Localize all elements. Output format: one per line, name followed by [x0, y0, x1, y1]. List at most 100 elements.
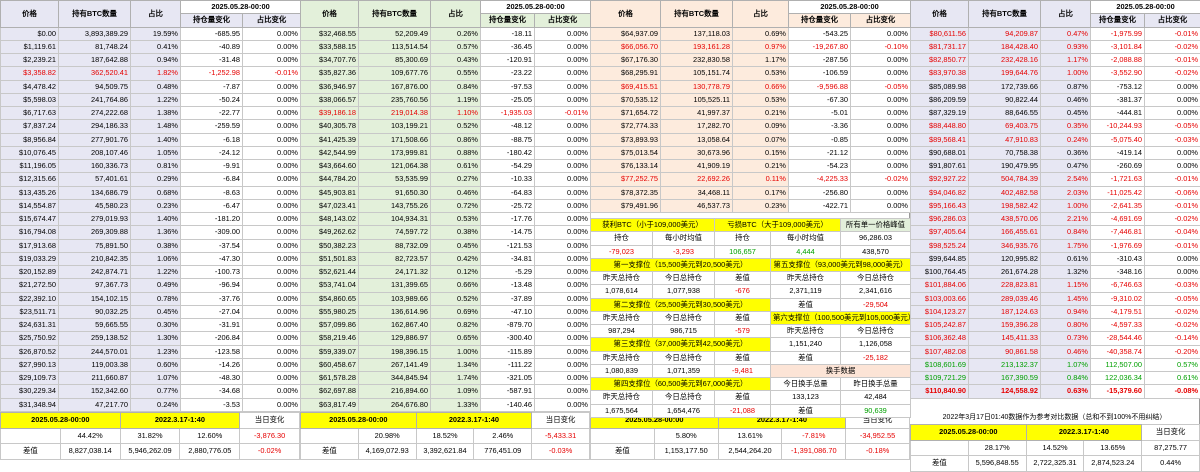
table-cell[interactable]: 53,535.99 — [359, 173, 431, 186]
panel-cell[interactable]: 438,570 — [841, 245, 911, 258]
header-ratio-change[interactable]: 占比变化 — [535, 14, 591, 27]
table-cell[interactable]: $67,176.30 — [591, 54, 661, 67]
table-cell[interactable]: 0.41% — [131, 40, 181, 53]
table-cell[interactable]: -381.37 — [1091, 93, 1145, 106]
summary-cell[interactable]: 776,451.09 — [474, 444, 532, 460]
panel-cell[interactable]: -29,504 — [841, 298, 911, 311]
table-cell[interactable]: 242,874.71 — [59, 266, 131, 279]
table-cell[interactable]: -9,596.88 — [789, 80, 851, 93]
table-cell[interactable]: -300.40 — [481, 332, 535, 345]
summary-cell[interactable]: 5.80% — [654, 428, 718, 444]
table-cell[interactable]: 167,390.59 — [969, 372, 1041, 385]
table-cell[interactable]: $60,458.67 — [301, 358, 359, 371]
table-cell[interactable]: 199,644.76 — [969, 67, 1041, 80]
table-cell[interactable]: -54.29 — [481, 160, 535, 173]
table-cell[interactable]: 235,760.56 — [359, 93, 431, 106]
table-cell[interactable]: $63,817.49 — [301, 398, 359, 411]
table-cell[interactable]: $77,252.75 — [591, 173, 661, 186]
table-cell[interactable]: 47,217.70 — [59, 398, 131, 411]
table-cell[interactable]: $64,937.09 — [591, 27, 661, 40]
panel-cell[interactable]: 今日总持仓 — [653, 311, 715, 324]
table-cell[interactable]: 90,822.44 — [969, 93, 1041, 106]
table-cell[interactable]: 1.09% — [431, 385, 481, 398]
panel-cell[interactable]: 差值 — [715, 351, 771, 364]
table-cell[interactable]: $73,893.93 — [591, 133, 661, 146]
header-ratio[interactable]: 占比 — [431, 1, 481, 28]
table-cell[interactable]: $106,362.48 — [911, 332, 969, 345]
panel-cell[interactable]: 今日总持仓 — [841, 325, 911, 338]
table-cell[interactable]: 0.00% — [851, 107, 911, 120]
table-cell[interactable]: $71,654.72 — [591, 107, 661, 120]
header-price[interactable]: 价格 — [591, 1, 661, 28]
table-cell[interactable]: $104,123.27 — [911, 305, 969, 318]
summary-blank[interactable] — [301, 428, 359, 444]
table-cell[interactable]: 190,479.95 — [969, 160, 1041, 173]
table-cell[interactable]: 0.00% — [243, 133, 301, 146]
table-cell[interactable]: -259.59 — [181, 120, 243, 133]
table-cell[interactable]: 0.94% — [1041, 305, 1091, 318]
table-cell[interactable]: 0.00% — [535, 226, 591, 239]
table-cell[interactable]: 1.74% — [431, 372, 481, 385]
table-cell[interactable]: -321.05 — [481, 372, 535, 385]
table-cell[interactable]: 90,861.58 — [969, 345, 1041, 358]
table-cell[interactable]: 0.00% — [535, 199, 591, 212]
table-cell[interactable]: $88,448.80 — [911, 120, 969, 133]
panel-cell[interactable]: -579 — [715, 325, 771, 338]
table-cell[interactable]: 0.24% — [1041, 133, 1091, 146]
table-cell[interactable]: -4,179.51 — [1091, 305, 1145, 318]
header-ratio-change[interactable]: 占比变化 — [1145, 14, 1200, 27]
table-cell[interactable]: 0.82% — [431, 319, 481, 332]
table-cell[interactable]: -37.89 — [481, 292, 535, 305]
table-cell[interactable]: 172,739.66 — [969, 80, 1041, 93]
panel-cell[interactable]: 1,126,058 — [841, 338, 911, 351]
table-cell[interactable]: -121.53 — [481, 239, 535, 252]
table-cell[interactable]: 0.00% — [851, 67, 911, 80]
summary-cell[interactable]: -3,876.30 — [240, 428, 300, 444]
panel-cell[interactable]: 每小时均值 — [653, 232, 715, 245]
table-cell[interactable]: 1.07% — [1041, 358, 1091, 371]
panel-cell[interactable]: -9,481 — [715, 364, 771, 377]
summary-cell[interactable]: -1,391,086.70 — [782, 444, 846, 460]
table-cell[interactable]: $107,482.08 — [911, 345, 969, 358]
table-cell[interactable]: 0.00% — [243, 226, 301, 239]
table-cell[interactable]: 0.00% — [243, 358, 301, 371]
panel-cell[interactable]: 987,294 — [591, 325, 653, 338]
table-cell[interactable]: $5,598.03 — [1, 93, 59, 106]
panel-cell[interactable]: 1,675,564 — [591, 404, 653, 417]
table-cell[interactable]: -18.11 — [481, 27, 535, 40]
table-cell[interactable]: 0.00% — [851, 120, 911, 133]
table-cell[interactable]: -48.30 — [181, 372, 243, 385]
panel-cell[interactable]: 今日总持仓 — [653, 391, 715, 404]
summary-cell[interactable]: 4,169,072.93 — [358, 444, 416, 460]
table-cell[interactable]: 0.00% — [535, 160, 591, 173]
table-cell[interactable]: -21.12 — [789, 146, 851, 159]
table-cell[interactable]: -685.95 — [181, 27, 243, 40]
table-cell[interactable]: 109,677.76 — [359, 67, 431, 80]
table-cell[interactable]: 213,132.37 — [969, 358, 1041, 371]
table-cell[interactable]: 0.42% — [431, 252, 481, 265]
table-cell[interactable]: -0.05% — [1145, 120, 1200, 133]
summary-today-change[interactable]: 当日变化 — [1142, 425, 1200, 441]
table-cell[interactable]: $32,468.55 — [301, 27, 359, 40]
table-cell[interactable]: 124,558.92 — [969, 385, 1041, 398]
table-cell[interactable]: 232,830.58 — [661, 54, 733, 67]
table-cell[interactable]: 228,823.81 — [969, 279, 1041, 292]
table-cell[interactable]: $47,023.41 — [301, 199, 359, 212]
table-cell[interactable]: 0.93% — [1041, 40, 1091, 53]
table-cell[interactable]: 22,692.26 — [661, 173, 733, 186]
table-cell[interactable]: $98,525.24 — [911, 239, 969, 252]
table-cell[interactable]: 0.00% — [535, 120, 591, 133]
table-cell[interactable]: $41,425.39 — [301, 133, 359, 146]
support-4[interactable]: 第四支撑位（60,500美元到67,000美元） — [591, 378, 771, 391]
table-cell[interactable]: 1.45% — [1041, 292, 1091, 305]
table-cell[interactable]: -0.01% — [1145, 173, 1200, 186]
table-cell[interactable]: $89,568.41 — [911, 133, 969, 146]
table-cell[interactable]: -753.12 — [1091, 80, 1145, 93]
table-cell[interactable]: $24,631.31 — [1, 319, 59, 332]
header-date[interactable]: 2025.05.28-00:00 — [181, 1, 301, 14]
table-cell[interactable]: $8,956.84 — [1, 133, 59, 146]
table-cell[interactable]: 1.23% — [131, 345, 181, 358]
table-cell[interactable]: 0.00% — [535, 93, 591, 106]
table-cell[interactable]: 0.46% — [1041, 93, 1091, 106]
table-cell[interactable]: -0.02% — [1145, 319, 1200, 332]
